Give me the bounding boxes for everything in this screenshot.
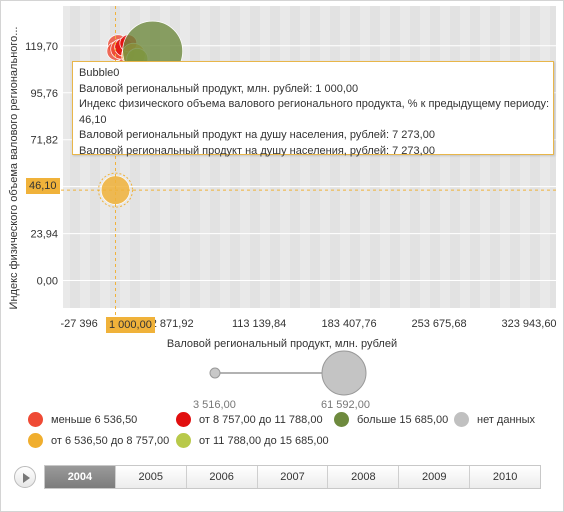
highlight-ring: [98, 172, 134, 208]
legend-item[interactable]: от 11 788,00 до 15 685,00: [176, 433, 329, 448]
year-tab-2008[interactable]: 2008: [328, 466, 400, 488]
legend-item[interactable]: нет данных: [454, 412, 535, 427]
legend-swatch: [334, 412, 349, 427]
timeline: 2004 2005 2006 2007 2008 2009 2010: [12, 464, 542, 492]
crosshair-y-label: 46,10: [26, 178, 60, 194]
x-tick-label: -27 396: [60, 318, 97, 330]
y-axis-title: Индекс физического объема валового регио…: [8, 27, 20, 310]
y-tick-label: 71,82: [30, 135, 58, 147]
legend-label: от 11 788,00 до 15 685,00: [199, 434, 329, 447]
y-tick-label: 95,76: [30, 88, 58, 100]
x-tick-label: 323 943,60: [502, 318, 557, 330]
legend-item[interactable]: от 6 536,50 до 8 757,00: [28, 433, 169, 448]
y-axis-ticks: 0,00 23,94 71,82 95,76 119,70: [25, 41, 58, 288]
tooltip-line: 46,10: [79, 113, 107, 126]
year-tab-2009[interactable]: 2009: [399, 466, 471, 488]
crosshair-x-label: 1 000,00: [106, 317, 155, 333]
legend-swatch: [28, 412, 43, 427]
bubble-chart: 0,00 23,94 71,82 95,76 119,70 -27 396 42 871,…: [8, 6, 557, 396]
x-tick-label: 183 407,76: [322, 318, 377, 330]
y-tick-label: 0,00: [37, 276, 58, 288]
size-legend: [209, 350, 367, 396]
legend-label: меньше 6 536,50: [51, 413, 138, 426]
tooltip-line: Валовой региональный продукт на душу нас…: [79, 144, 435, 157]
legend-swatch: [28, 433, 43, 448]
timeline-years: 2004 2005 2006 2007 2008 2009 2010: [44, 465, 541, 489]
tooltip-line: Валовой региональный продукт на душу нас…: [79, 129, 435, 141]
x-tick-label: 42 871,92: [145, 318, 194, 330]
y-tick-label: 119,70: [25, 41, 58, 53]
year-tab-2006[interactable]: 2006: [187, 466, 258, 488]
y-tick-label: 23,94: [30, 229, 58, 241]
bubble-tooltip: Bubble0 Валовой региональный продукт, мл…: [72, 61, 554, 157]
tooltip-title: Bubble0: [79, 67, 120, 79]
size-legend-min-label: 3 516,00: [193, 399, 236, 411]
crosshair: [55, 6, 556, 318]
x-axis-title: Валовой региональный продукт, млн. рубле…: [167, 338, 397, 350]
legend-swatch: [454, 412, 469, 427]
size-legend-max-bubble: [321, 350, 367, 396]
legend-item[interactable]: меньше 6 536,50: [28, 412, 137, 427]
year-tab-2005[interactable]: 2005: [116, 466, 187, 488]
play-button[interactable]: [14, 466, 36, 488]
legend-swatch: [176, 412, 191, 427]
year-tab-2007[interactable]: 2007: [258, 466, 329, 488]
year-tab-2010[interactable]: 2010: [492, 471, 518, 483]
legend-item[interactable]: больше 15 685,00: [334, 412, 448, 427]
legend-swatch: [176, 433, 191, 448]
year-tab-2004[interactable]: 2004: [45, 466, 116, 488]
x-axis-ticks: -27 396 42 871,92 113 139,84 183 407,76 253 …: [60, 318, 556, 330]
x-tick-label: 113 139,84: [232, 318, 286, 330]
legend-label: от 6 536,50 до 8 757,00: [51, 434, 170, 447]
legend-item[interactable]: от 8 757,00 до 11 788,00: [176, 412, 323, 427]
x-tick-label: 253 675,68: [412, 318, 467, 330]
legend-label: нет данных: [477, 413, 536, 426]
legend-label: от 8 757,00 до 11 788,00: [199, 413, 323, 426]
tooltip-line: Валовой региональный продукт, млн. рубле…: [79, 82, 359, 95]
size-legend-max-label: 61 592,00: [321, 399, 370, 411]
legend-label: больше 15 685,00: [357, 413, 449, 426]
size-legend-min-bubble: [209, 367, 221, 379]
tooltip-line: Индекс физического объема валового регио…: [79, 98, 550, 110]
